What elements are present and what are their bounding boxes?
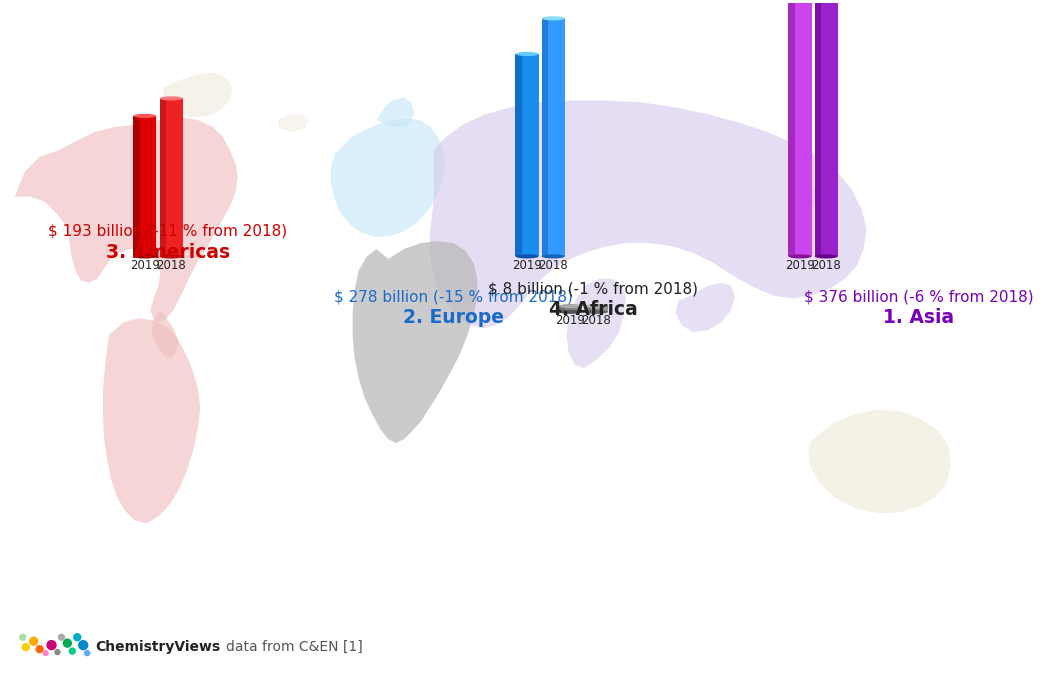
Bar — [542, 18, 565, 256]
Circle shape — [85, 650, 90, 655]
Polygon shape — [430, 100, 867, 328]
Circle shape — [78, 640, 88, 650]
Polygon shape — [331, 118, 445, 237]
Ellipse shape — [542, 254, 565, 258]
Circle shape — [64, 639, 71, 647]
Bar — [815, 0, 822, 256]
Polygon shape — [376, 97, 414, 127]
Polygon shape — [15, 117, 237, 322]
Text: 2018: 2018 — [582, 314, 612, 328]
Bar — [134, 116, 157, 256]
Text: 3. Americas: 3. Americas — [106, 242, 230, 262]
Ellipse shape — [585, 304, 607, 308]
Text: $ 193 billion (-11 % from 2018): $ 193 billion (-11 % from 2018) — [49, 224, 287, 239]
Ellipse shape — [134, 254, 157, 258]
Polygon shape — [163, 73, 233, 117]
Circle shape — [20, 634, 25, 640]
Bar — [789, 0, 812, 256]
Polygon shape — [353, 241, 477, 443]
Ellipse shape — [515, 52, 538, 56]
Bar — [815, 0, 837, 256]
Ellipse shape — [789, 254, 812, 258]
Circle shape — [36, 645, 43, 652]
Text: 2018: 2018 — [811, 259, 842, 272]
Ellipse shape — [559, 310, 582, 314]
Text: $ 278 billion (-15 % from 2018): $ 278 billion (-15 % from 2018) — [334, 290, 573, 304]
Bar — [515, 54, 538, 256]
Circle shape — [74, 634, 81, 640]
Circle shape — [30, 637, 38, 645]
Ellipse shape — [559, 304, 582, 308]
Circle shape — [43, 650, 48, 655]
Polygon shape — [566, 279, 626, 368]
Bar — [515, 54, 522, 256]
Ellipse shape — [160, 97, 182, 101]
Text: 2018: 2018 — [538, 259, 568, 272]
Ellipse shape — [515, 254, 538, 258]
Circle shape — [55, 650, 60, 654]
Text: $ 8 billion (-1 % from 2018): $ 8 billion (-1 % from 2018) — [489, 281, 699, 296]
Text: $ 376 billion (-6 % from 2018): $ 376 billion (-6 % from 2018) — [803, 290, 1034, 304]
Polygon shape — [103, 318, 200, 524]
Bar — [585, 306, 607, 312]
Bar — [789, 0, 795, 256]
Bar — [585, 306, 591, 312]
Text: 2019: 2019 — [130, 259, 160, 272]
Text: ChemistryViews: ChemistryViews — [95, 640, 220, 654]
Polygon shape — [808, 183, 828, 206]
Text: data from C&EN [1]: data from C&EN [1] — [226, 640, 363, 654]
Circle shape — [69, 648, 75, 654]
Bar — [134, 116, 140, 256]
Bar — [559, 306, 565, 312]
Ellipse shape — [815, 254, 837, 258]
Text: 4. Africa: 4. Africa — [549, 300, 637, 319]
Text: 2019: 2019 — [785, 259, 815, 272]
Bar — [160, 99, 182, 256]
Text: 1. Asia: 1. Asia — [883, 309, 954, 328]
Ellipse shape — [542, 16, 565, 20]
Ellipse shape — [134, 114, 157, 118]
Polygon shape — [808, 410, 951, 513]
Ellipse shape — [585, 310, 607, 314]
Text: 2018: 2018 — [156, 259, 186, 272]
Polygon shape — [152, 310, 178, 358]
Ellipse shape — [160, 254, 182, 258]
Circle shape — [22, 644, 30, 650]
Bar — [542, 18, 548, 256]
Text: 2019: 2019 — [512, 259, 542, 272]
Bar — [160, 99, 166, 256]
Bar — [559, 306, 582, 312]
Text: 2019: 2019 — [555, 314, 585, 328]
Polygon shape — [675, 283, 735, 332]
Text: 2. Europe: 2. Europe — [403, 309, 505, 328]
Circle shape — [47, 640, 56, 650]
Polygon shape — [278, 114, 310, 132]
Circle shape — [58, 634, 65, 640]
